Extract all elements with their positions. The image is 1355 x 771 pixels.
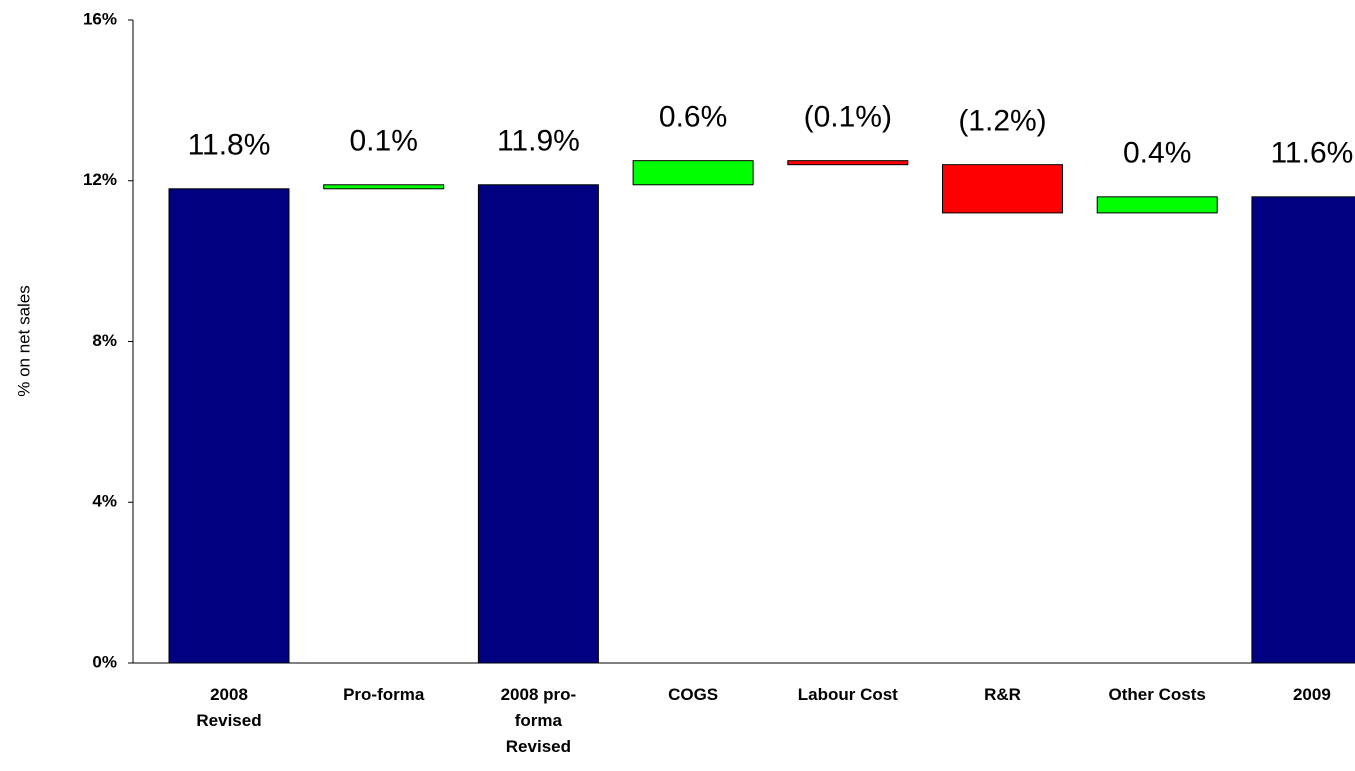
bar (1251, 196, 1355, 664)
x-tick-label: Other Costs (1108, 685, 1206, 704)
y-tick-label: 8% (92, 331, 117, 350)
x-tick-label: 2009 (1292, 685, 1331, 704)
x-tick-label: COGS (668, 685, 719, 704)
bar (323, 184, 445, 190)
value-label: 11.8% (188, 129, 271, 162)
y-tick-label: 4% (92, 492, 117, 511)
value-label: 11.6% (1270, 137, 1353, 170)
x-tick-label: Pro-forma (343, 685, 425, 704)
value-label: 0.1% (350, 125, 418, 158)
bar (477, 184, 599, 664)
bar (168, 188, 290, 664)
y-tick-label: 12% (83, 170, 117, 189)
value-label: 0.4% (1123, 137, 1191, 170)
y-tick-label: 0% (92, 652, 117, 671)
x-tick-label: 2008 Revised (196, 685, 262, 730)
bar (632, 160, 754, 186)
bar (942, 164, 1063, 214)
x-tick-label: 2008 pro- forma Revised (500, 685, 577, 756)
value-label: (0.1%) (804, 101, 892, 134)
bar (787, 160, 909, 166)
y-tick-label: 16% (83, 9, 117, 28)
x-tick-label: R&R (984, 685, 1021, 704)
x-tick-label: Labour Cost (797, 685, 898, 704)
value-label: (1.2%) (958, 105, 1046, 138)
value-label: 0.6% (659, 101, 727, 134)
value-label: 11.9% (497, 125, 580, 158)
y-axis-title: % on net sales (14, 285, 33, 397)
bar (1096, 196, 1218, 214)
